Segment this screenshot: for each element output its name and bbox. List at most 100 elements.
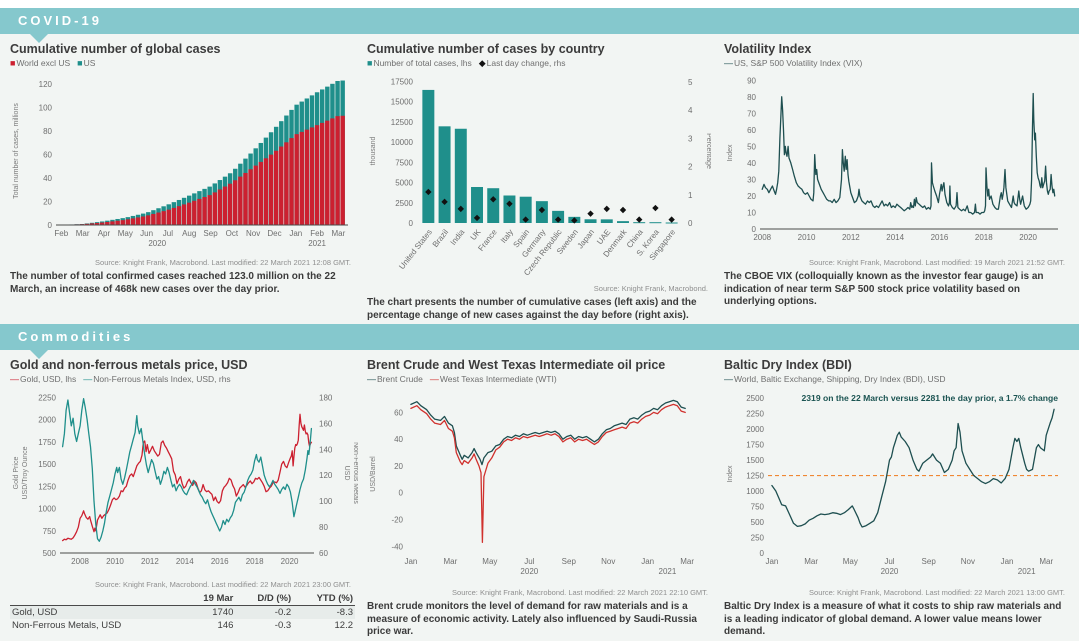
- svg-text:20: 20: [394, 462, 403, 471]
- legend-item: —US, S&P 500 Volatility Index (VIX): [724, 58, 862, 68]
- table-header-cell: [10, 592, 183, 606]
- panel-cases-by-country: Cumulative number of cases by country ■N…: [367, 42, 712, 322]
- svg-text:180: 180: [319, 393, 333, 402]
- svg-text:2016: 2016: [931, 233, 949, 242]
- chart-title: Gold and non-ferrous metals price, USD: [10, 358, 355, 372]
- svg-text:2319 on the 22 March versus 22: 2319 on the 22 March versus 2281 the day…: [802, 393, 1059, 403]
- svg-text:Percentage: Percentage: [705, 133, 711, 169]
- svg-text:2021: 2021: [659, 567, 677, 576]
- chart-legend: —Gold, USD, lhs —Non-Ferrous Metals Inde…: [10, 374, 355, 384]
- svg-text:2020: 2020: [881, 567, 899, 576]
- chart-title: Baltic Dry Index (BDI): [724, 358, 1069, 372]
- svg-text:Non-Ferrous Metals: Non-Ferrous Metals: [352, 442, 358, 504]
- commodities-section-banner: Commodities: [0, 324, 1079, 350]
- table-cell: 146: [183, 619, 235, 632]
- table-cell: Non-Ferrous Metals, USD: [10, 619, 183, 632]
- svg-text:Brazil: Brazil: [431, 228, 451, 249]
- svg-text:United States: United States: [397, 228, 434, 271]
- legend-marker-diamond: ◆: [479, 59, 486, 68]
- table-cell: -8.3: [293, 606, 355, 620]
- covid-charts-row: Cumulative number of global cases ■World…: [0, 34, 1079, 324]
- svg-text:Sep: Sep: [922, 557, 937, 566]
- svg-text:Nov: Nov: [961, 557, 975, 566]
- legend-marker-line: —: [367, 375, 376, 384]
- svg-text:500: 500: [43, 549, 57, 558]
- svg-text:Mar: Mar: [804, 557, 818, 566]
- gold-metals-chart: 5007501000125015001750200022506080100120…: [10, 385, 358, 577]
- svg-text:Mar: Mar: [680, 557, 694, 566]
- svg-text:Jan: Jan: [404, 557, 417, 566]
- svg-text:17500: 17500: [391, 77, 414, 86]
- source-note: Source: Knight Frank, Macrobond.: [367, 284, 712, 293]
- svg-text:India: India: [449, 227, 467, 247]
- legend-marker-square: ■: [77, 59, 82, 68]
- svg-text:Index: Index: [727, 465, 734, 483]
- svg-text:1750: 1750: [746, 441, 764, 450]
- svg-text:15000: 15000: [391, 98, 414, 107]
- svg-text:Jul: Jul: [884, 557, 894, 566]
- legend-item: ■Number of total cases, lhs: [367, 58, 472, 68]
- svg-text:500: 500: [751, 518, 765, 527]
- svg-text:40: 40: [394, 435, 403, 444]
- legend-marker-line: —: [724, 375, 733, 384]
- svg-text:2020: 2020: [1019, 233, 1037, 242]
- svg-text:30: 30: [747, 175, 756, 184]
- table-cell: Gold, USD: [10, 606, 183, 620]
- legend-marker-line: —: [430, 375, 439, 384]
- svg-text:2020: 2020: [148, 239, 166, 248]
- chart-caption: Baltic Dry Index is a measure of what it…: [724, 601, 1069, 639]
- svg-text:750: 750: [751, 503, 765, 512]
- svg-text:1000: 1000: [746, 487, 764, 496]
- svg-text:Jan: Jan: [289, 229, 302, 238]
- svg-text:1: 1: [688, 191, 693, 200]
- covid-section-banner: COVID-19: [0, 8, 1079, 34]
- svg-text:2000: 2000: [38, 416, 56, 425]
- table-row: Gold, USD 1740 -0.2 -8.3: [10, 606, 355, 620]
- svg-text:Gold Price: Gold Price: [13, 457, 20, 490]
- svg-text:-20: -20: [391, 516, 403, 525]
- legend-marker-line: —: [83, 375, 92, 384]
- legend-label: World, Baltic Exchange, Shipping, Dry In…: [734, 374, 945, 384]
- source-note: Source: Knight Frank, Macrobond. Last mo…: [10, 580, 355, 589]
- svg-text:2250: 2250: [746, 410, 764, 419]
- table-header-cell: YTD (%): [293, 592, 355, 606]
- svg-text:40: 40: [747, 159, 756, 168]
- panel-volatility-index: Volatility Index —US, S&P 500 Volatility…: [724, 42, 1069, 322]
- chart-title: Cumulative number of global cases: [10, 42, 355, 56]
- svg-text:2: 2: [688, 163, 693, 172]
- svg-text:80: 80: [319, 523, 328, 532]
- svg-text:50: 50: [747, 142, 756, 151]
- chart-legend: ■World excl US ■US: [10, 58, 355, 68]
- bdi-chart: 02505007501000125015001750200022502500Ja…: [724, 385, 1068, 585]
- svg-text:2021: 2021: [308, 239, 326, 248]
- svg-text:140: 140: [319, 445, 333, 454]
- legend-label: Gold, USD, lhs: [20, 374, 76, 384]
- chart-title: Brent Crude and West Texas Intermediate …: [367, 358, 712, 372]
- svg-text:Nov: Nov: [246, 229, 260, 238]
- legend-marker-line: —: [10, 375, 19, 384]
- svg-text:Jan: Jan: [641, 557, 654, 566]
- legend-item: ◆Last day change, rhs: [479, 58, 566, 68]
- covid-section-label: COVID-19: [18, 13, 102, 28]
- source-note: Source: Knight Frank, Macrobond. Last mo…: [367, 588, 712, 597]
- svg-text:Feb: Feb: [54, 229, 68, 238]
- svg-text:120: 120: [39, 80, 53, 89]
- chart-legend: —US, S&P 500 Volatility Index (VIX): [724, 58, 1069, 68]
- legend-label: Number of total cases, lhs: [373, 58, 471, 68]
- chart-caption: The CBOE VIX (colloquially known as the …: [724, 271, 1069, 309]
- legend-label: Last day change, rhs: [487, 58, 566, 68]
- chart-caption: The chart presents the number of cumulat…: [367, 297, 712, 322]
- svg-text:0: 0: [48, 221, 53, 230]
- svg-text:May: May: [482, 557, 497, 566]
- svg-text:70: 70: [747, 109, 756, 118]
- svg-text:1250: 1250: [38, 482, 56, 491]
- legend-item: —Gold, USD, lhs: [10, 374, 76, 384]
- source-note: Source: Knight Frank, Macrobond. Last mo…: [724, 588, 1069, 597]
- svg-text:2014: 2014: [886, 233, 904, 242]
- chart-title: Cumulative number of cases by country: [367, 42, 712, 56]
- table-header-cell: 19 Mar: [183, 592, 235, 606]
- table-cell: 1740: [183, 606, 235, 620]
- svg-text:2021: 2021: [1018, 567, 1036, 576]
